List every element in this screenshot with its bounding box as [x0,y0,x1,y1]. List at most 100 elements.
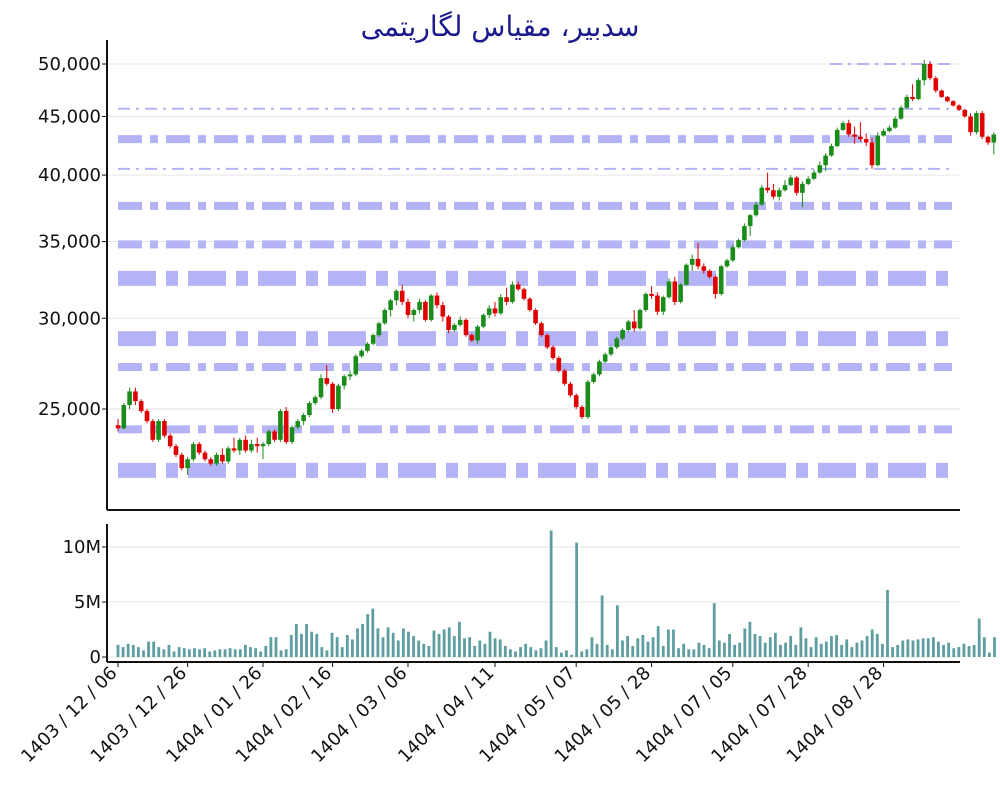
candle-body [353,356,359,375]
support-resistance-lines [118,63,952,478]
candle-body [440,305,446,317]
candle-body [504,297,509,302]
volume-bar [942,644,945,657]
candle-body [718,266,724,294]
volume-bar [264,646,268,657]
candle-body [254,444,260,447]
volume-bar [967,646,971,657]
candle [405,298,411,319]
volume-bar [126,643,130,657]
volume-bar [167,644,171,657]
candle-body [805,178,811,184]
candle [167,433,173,449]
candle [278,409,283,442]
candle-body [191,444,196,460]
candle [742,223,747,242]
candle-body [568,383,573,396]
volume-bar [463,638,466,657]
candle-body [463,319,469,336]
candle [591,372,596,384]
candle [631,310,637,332]
candle-body [150,421,156,440]
candle-body [788,177,794,186]
candle [417,298,422,314]
candle-body [156,421,161,440]
candle-body [475,326,480,341]
volume-bar [672,629,675,657]
volume-bar [687,649,691,657]
volume-bar [330,632,334,657]
volume-bar [401,628,405,657]
candle [301,412,306,426]
candle [544,333,550,350]
candle-body [295,421,301,428]
volume-bar [748,621,752,657]
candle-body [243,439,248,451]
volume-bar [773,632,777,657]
volume-bar [728,633,731,657]
candle [991,132,997,155]
candle-body [231,448,237,451]
candle-body [202,452,208,460]
candle-body [307,403,312,416]
candle [637,308,643,331]
candle-body [892,118,898,128]
volume-bar [590,637,594,657]
candle [133,387,138,406]
candle-body [695,258,701,267]
candle [231,437,237,453]
candle [550,345,556,360]
candle-body [423,301,428,320]
volume-bar [850,647,854,657]
candle [829,143,834,157]
candle-body [933,78,939,91]
candle-body [759,187,765,205]
volume-bar [605,644,609,657]
y-tick-label: 25,000 [38,399,101,420]
volume-bar [432,630,436,657]
candle [446,314,451,334]
candle [272,429,277,442]
volume-bar [121,647,125,657]
volume-bar [804,638,808,657]
candle [887,125,892,133]
candle-body [649,293,654,296]
candle [156,419,161,442]
volume-bar [733,644,737,657]
volume-bar [279,650,283,657]
volume-bar [254,648,257,657]
volume-bar [784,642,787,657]
volume-bar [351,639,354,657]
candle-body [365,343,370,351]
candle [707,269,712,279]
candle-body [486,308,492,315]
candle-body [585,381,591,418]
volume-bar [875,633,879,657]
candle [196,441,202,455]
candle [162,419,167,438]
candle-body [382,310,388,324]
volume-bar [259,651,263,657]
volume-bar [452,636,456,657]
candle [283,407,289,445]
volume-bar [901,640,905,657]
candle-body [811,172,817,179]
volume-bar [412,636,415,657]
candle-body [579,407,585,418]
candle-body [776,190,782,197]
candle-body [173,446,179,455]
candle-body [266,431,272,445]
candle [689,254,695,271]
volume-bar [284,649,288,657]
candle [846,119,852,137]
candle [539,321,544,337]
candle-body [829,146,834,156]
volume-bar [468,637,472,657]
volume-bar [565,650,568,657]
candle-body [336,385,341,409]
volume-bar [233,649,237,657]
volume-bar [483,643,487,657]
volume-bar [743,628,747,657]
candle-body [417,301,422,311]
